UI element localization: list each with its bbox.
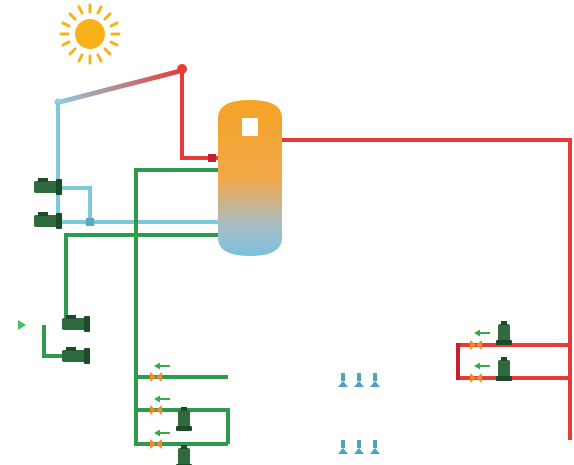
valve-icon (470, 373, 482, 383)
pump-icon (34, 212, 62, 229)
pump-icon (496, 321, 512, 345)
valve-icon (150, 439, 162, 449)
cold-fitting (86, 218, 94, 226)
storage-tank (218, 100, 282, 256)
pump-icon (176, 445, 192, 465)
hot-fitting (208, 154, 216, 162)
cold-water-inlet (0, 320, 66, 330)
tap-fitting-icon (354, 440, 364, 454)
pump-icon (34, 178, 62, 195)
flow-arrow-icon (154, 429, 170, 437)
pump-icon (496, 357, 512, 381)
sun-icon (59, 3, 121, 65)
tap-fitting-icon (370, 373, 380, 387)
flow-arrow-icon (154, 395, 170, 403)
hot-distribution-pipe (280, 138, 572, 440)
tap-fitting-icon (354, 373, 364, 387)
tap-fitting-icon (338, 440, 348, 454)
flow-arrow-icon (474, 329, 490, 337)
tap-fitting-icon (370, 440, 380, 454)
tap-fitting-icon (338, 373, 348, 387)
tank-window (242, 118, 258, 136)
valve-icon (150, 372, 162, 382)
solar-collector (54, 64, 187, 106)
flow-arrow-icon (154, 362, 170, 370)
pump-icon (176, 407, 192, 431)
feed-water-pipe (42, 168, 230, 446)
hot-supply-pipe (180, 72, 218, 160)
valve-icon (470, 340, 482, 350)
flow-arrow-icon (474, 362, 490, 370)
pump-icon (62, 315, 90, 332)
valve-icon (150, 405, 162, 415)
pump-icon (62, 347, 90, 364)
